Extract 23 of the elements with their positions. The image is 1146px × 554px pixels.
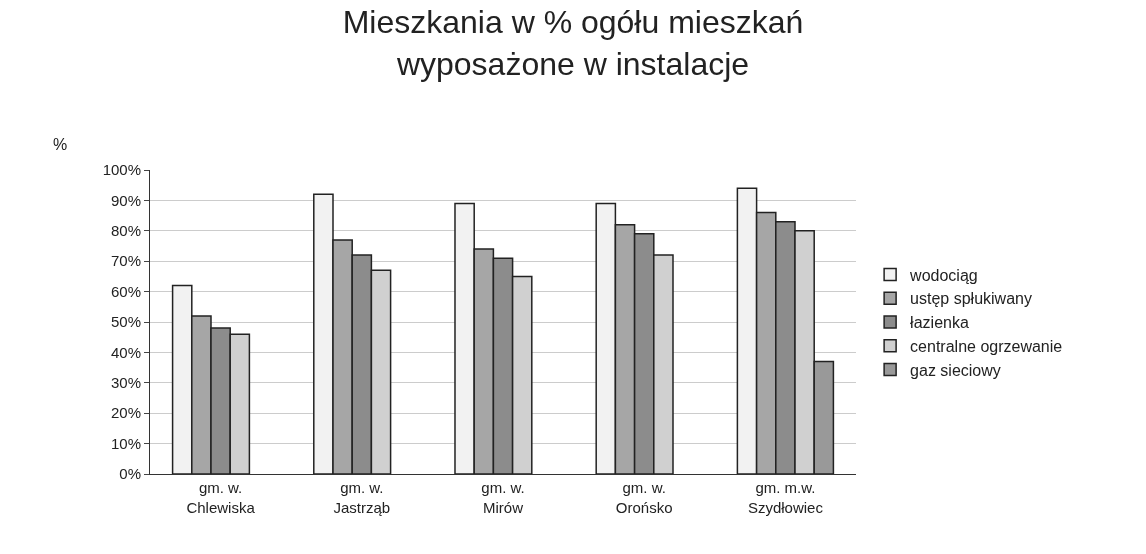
x-tick-label: gm. w. Orońsko	[615, 479, 673, 516]
legend-label: centralne ogrzewanie	[910, 338, 1063, 356]
y-tick-label: 20%	[110, 404, 141, 422]
y-tick-label: 80%	[110, 222, 141, 240]
legend-label: wodociąg	[909, 266, 978, 284]
y-tick-label: 100%	[102, 161, 141, 179]
legend-label: gaz sieciowy	[910, 361, 1001, 379]
legend-label: łazienka	[910, 314, 969, 332]
x-tick-label: gm. w. Mirów	[481, 479, 525, 516]
y-tick-label: 70%	[110, 252, 141, 270]
y-tick-label: 50%	[110, 313, 141, 331]
y-tick-label: 90%	[110, 191, 141, 209]
y-tick-label: 40%	[110, 343, 141, 361]
y-tick-label: 10%	[110, 434, 141, 452]
y-tick-label: 0%	[119, 465, 141, 483]
y-tick-label: 30%	[110, 374, 141, 392]
chart-title: Mieszkania w % ogółu mieszkań wyposażone w instalacje	[342, 4, 804, 82]
x-tick-label: gm. w. Chlewiska	[186, 479, 256, 516]
y-tick-label: 60%	[110, 282, 141, 300]
legend-label: ustęp spłukiwany	[910, 290, 1032, 308]
x-tick-label: gm. m.w. Szydłowiec	[747, 479, 824, 516]
y-axis-title: %	[53, 136, 68, 153]
x-tick-label: gm. w. Jastrząb	[333, 479, 391, 516]
